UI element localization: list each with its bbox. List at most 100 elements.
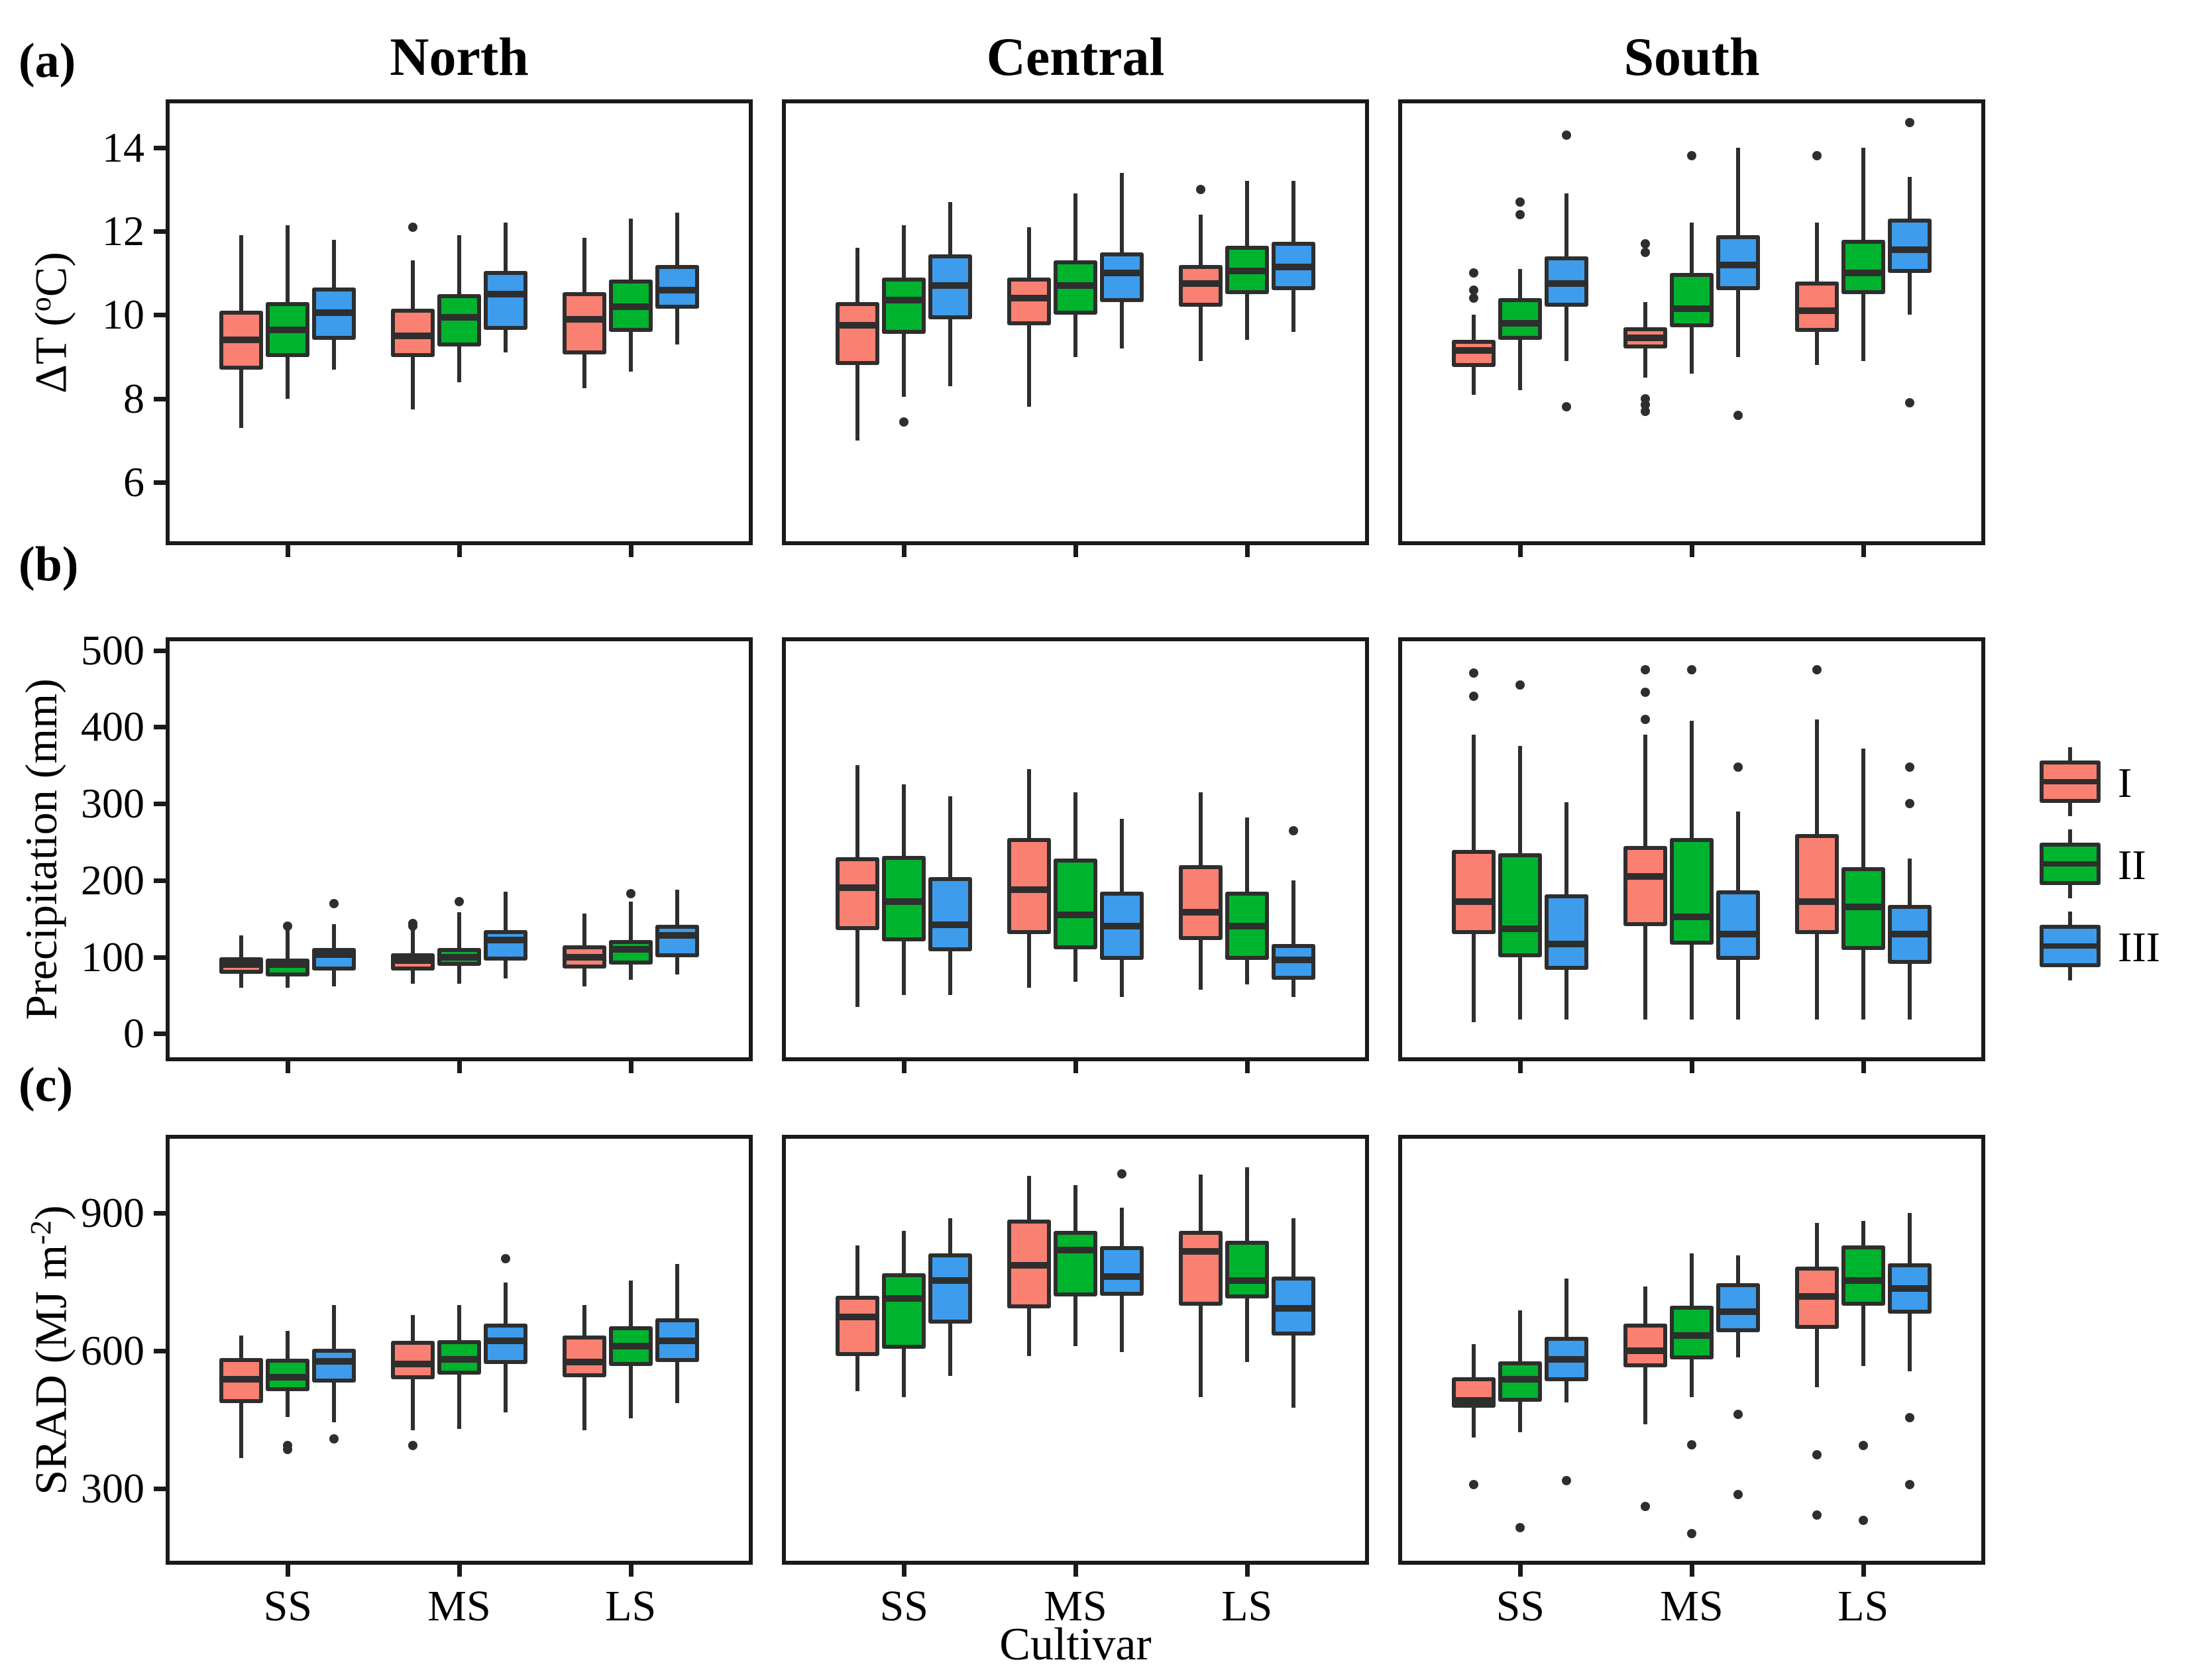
median-I <box>219 1376 264 1383</box>
outlier-point <box>1687 1528 1696 1538</box>
outlier-point <box>1515 209 1525 219</box>
outlier-point <box>899 417 909 427</box>
median-II <box>437 313 481 321</box>
box-I <box>836 302 880 366</box>
x-tick-mark <box>628 545 633 557</box>
box-II <box>1498 853 1543 957</box>
median-I <box>1178 280 1223 288</box>
median-III <box>312 309 356 317</box>
legend-item-III: III <box>2040 912 2192 980</box>
legend-item-I: I <box>2040 747 2192 816</box>
outlier-point <box>283 921 293 931</box>
median-III <box>928 282 973 289</box>
box-I <box>836 857 880 931</box>
median-I <box>219 961 264 969</box>
median-II <box>1670 305 1714 312</box>
x-tick-mark <box>1244 1061 1250 1073</box>
median-III <box>1271 957 1315 964</box>
median-II <box>882 297 926 304</box>
x-tick-mark <box>1244 1565 1250 1577</box>
x-tick-mark <box>1861 1061 1866 1073</box>
box-II <box>882 277 926 334</box>
box-I <box>1623 845 1667 927</box>
median-II <box>1498 925 1543 932</box>
x-tick-mark <box>1073 1061 1078 1073</box>
outlier-point <box>1288 825 1298 835</box>
median-II <box>1225 923 1269 930</box>
outlier-point <box>1904 1480 1914 1490</box>
box-III <box>928 877 973 952</box>
outlier-point <box>501 1254 510 1264</box>
x-tick-mark <box>1518 545 1523 557</box>
median-III <box>484 290 527 297</box>
outlier-point <box>1562 1475 1572 1485</box>
box-III <box>1100 252 1144 303</box>
median-I <box>1794 307 1839 315</box>
outlier-point <box>1562 402 1572 412</box>
legend-median <box>2044 943 2097 949</box>
median-III <box>1100 923 1144 930</box>
outlier-point <box>408 222 417 232</box>
box-III <box>1100 1245 1144 1296</box>
median-II <box>1054 911 1097 918</box>
median-III <box>928 1277 973 1285</box>
median-II <box>1670 1332 1714 1339</box>
outlier-point <box>1904 1412 1914 1422</box>
outlier-point <box>1515 680 1525 690</box>
median-II <box>1841 270 1885 277</box>
median-II <box>1054 1247 1097 1254</box>
outlier-point <box>1904 398 1914 408</box>
x-tick-label-ms: MS <box>1044 1582 1107 1630</box>
outlier-point <box>1641 247 1650 257</box>
outlier-point <box>1641 664 1650 674</box>
x-tick-mark <box>457 1565 462 1577</box>
outlier-point <box>1195 184 1205 194</box>
median-II <box>437 953 481 961</box>
box-III <box>1545 894 1589 971</box>
y-tick-mark <box>154 1211 166 1216</box>
outlier-point <box>1687 151 1696 161</box>
outlier-point <box>1641 1501 1650 1511</box>
legend-median <box>2044 861 2097 866</box>
outlier-point <box>1687 1440 1696 1449</box>
whisker-III <box>1291 880 1295 997</box>
legend-label-II: II <box>2118 841 2146 888</box>
median-II <box>266 326 310 333</box>
median-II <box>1054 282 1097 289</box>
y-tick-mark <box>154 1487 166 1492</box>
median-III <box>1545 280 1589 288</box>
median-II <box>1841 904 1885 911</box>
median-II <box>608 946 653 953</box>
y-tick-label: 500 <box>81 626 144 674</box>
x-tick-mark <box>457 545 462 557</box>
y-tick-mark <box>154 313 166 318</box>
box-I <box>1178 865 1223 941</box>
y-tick-mark <box>154 878 166 883</box>
median-I <box>1007 1262 1051 1269</box>
median-I <box>219 337 264 344</box>
median-III <box>1271 1305 1315 1312</box>
median-II <box>437 1355 481 1363</box>
x-tick-mark <box>286 1061 291 1073</box>
outlier-point <box>1733 1490 1743 1500</box>
median-III <box>484 937 527 944</box>
median-II <box>1498 1376 1543 1383</box>
median-II <box>1225 268 1269 275</box>
outlier-point <box>1812 664 1822 674</box>
median-I <box>391 333 435 340</box>
x-tick-label-ls: LS <box>605 1582 657 1630</box>
box-III <box>1716 890 1760 961</box>
median-I <box>1794 1293 1839 1300</box>
column-title-central: Central <box>986 26 1165 87</box>
outlier-point <box>626 888 635 898</box>
outlier-point <box>1469 285 1479 295</box>
outlier-point <box>408 1441 417 1451</box>
box-I <box>562 291 606 355</box>
y-tick-label: 300 <box>81 780 144 827</box>
box-III <box>1887 219 1932 274</box>
legend-item-II: II <box>2040 829 2192 898</box>
y-tick-label: 0 <box>123 1010 144 1057</box>
median-III <box>655 286 699 293</box>
x-tick-label-ls: LS <box>1221 1582 1273 1630</box>
